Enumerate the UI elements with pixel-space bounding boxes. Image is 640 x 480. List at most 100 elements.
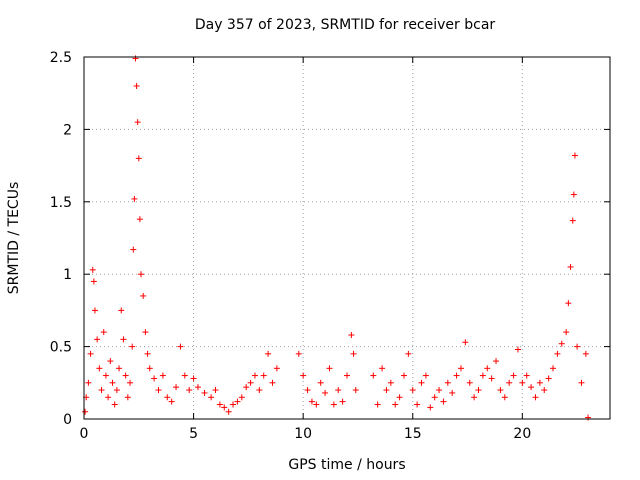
data-point xyxy=(265,350,272,357)
data-point xyxy=(554,350,561,357)
data-point xyxy=(295,350,302,357)
x-tick-label: 15 xyxy=(404,426,422,442)
data-point xyxy=(256,387,263,394)
data-point xyxy=(574,343,581,350)
plot-frame xyxy=(83,56,611,420)
data-point xyxy=(109,379,116,386)
data-point xyxy=(558,340,565,347)
data-point xyxy=(304,387,311,394)
data-point xyxy=(335,387,342,394)
data-point xyxy=(98,387,105,394)
data-point xyxy=(87,350,94,357)
data-point xyxy=(519,379,526,386)
data-point xyxy=(565,300,572,307)
data-point xyxy=(100,329,107,336)
data-point xyxy=(431,394,438,401)
data-point xyxy=(177,343,184,350)
y-tick-label: 1 xyxy=(63,267,72,283)
data-point xyxy=(536,379,543,386)
data-point xyxy=(436,387,443,394)
data-point xyxy=(510,372,517,379)
data-point xyxy=(550,365,557,372)
data-point xyxy=(326,365,333,372)
data-point xyxy=(116,365,123,372)
data-point xyxy=(234,398,241,405)
ticks xyxy=(83,56,610,420)
data-point xyxy=(186,387,193,394)
data-point xyxy=(427,404,434,411)
data-point xyxy=(514,346,521,353)
data-point xyxy=(501,394,508,401)
data-point xyxy=(120,336,127,343)
data-point xyxy=(493,358,500,365)
data-point xyxy=(440,398,447,405)
data-points xyxy=(82,55,592,421)
data-point xyxy=(414,401,421,408)
data-point xyxy=(251,372,258,379)
data-point xyxy=(466,379,473,386)
data-point xyxy=(308,398,315,405)
data-point xyxy=(118,307,125,314)
data-point xyxy=(85,379,92,386)
data-point xyxy=(571,152,578,159)
data-point xyxy=(506,379,513,386)
y-tick-label: 1.5 xyxy=(50,195,72,211)
data-point xyxy=(194,384,201,391)
tick-labels: 0 5 10 15 20 0 0.5 1 1.5 2 2.5 xyxy=(50,50,532,442)
data-point xyxy=(528,384,535,391)
data-point xyxy=(144,350,151,357)
x-axis-label: GPS time / hours xyxy=(288,457,406,473)
x-tick-label: 10 xyxy=(294,426,312,442)
data-point xyxy=(344,372,350,379)
data-point xyxy=(132,55,139,62)
data-point xyxy=(582,350,589,357)
data-point xyxy=(216,401,223,408)
data-point xyxy=(146,365,153,372)
data-point xyxy=(444,379,451,386)
data-point xyxy=(322,389,329,396)
data-point xyxy=(396,394,403,401)
data-point xyxy=(379,365,386,372)
y-tick-label: 0.5 xyxy=(50,340,72,356)
data-point xyxy=(462,339,469,346)
data-point xyxy=(457,365,464,372)
data-point xyxy=(129,343,136,350)
data-point xyxy=(567,263,574,270)
data-point xyxy=(563,329,570,336)
data-point xyxy=(94,336,101,343)
data-point xyxy=(488,375,495,382)
data-point xyxy=(107,358,114,365)
data-point xyxy=(134,119,141,126)
data-point xyxy=(449,389,456,396)
data-point xyxy=(569,217,576,224)
data-point xyxy=(111,401,118,408)
data-point xyxy=(89,266,96,273)
y-tick-label: 0 xyxy=(63,412,72,428)
data-point xyxy=(422,372,429,379)
data-point xyxy=(164,394,171,401)
data-point xyxy=(330,401,337,408)
data-point xyxy=(201,389,208,396)
data-point xyxy=(339,398,346,405)
data-point xyxy=(532,394,539,401)
data-point xyxy=(82,408,89,415)
data-point xyxy=(127,379,134,386)
data-point xyxy=(135,155,142,162)
y-tick-label: 2.5 xyxy=(50,50,72,66)
data-point xyxy=(130,246,137,253)
data-point xyxy=(400,372,407,379)
chart-title: Day 357 of 2023, SRMTID for receiver bca… xyxy=(194,17,496,33)
data-point xyxy=(523,372,530,379)
data-point xyxy=(260,372,267,379)
data-point xyxy=(96,365,103,372)
data-point xyxy=(409,387,416,394)
data-point xyxy=(225,408,232,415)
data-point xyxy=(273,365,280,372)
data-point xyxy=(230,401,237,408)
data-point xyxy=(269,379,276,386)
data-point xyxy=(190,375,197,382)
data-point xyxy=(173,384,180,391)
data-point xyxy=(300,372,307,379)
data-point xyxy=(484,365,491,372)
data-point xyxy=(352,387,359,394)
